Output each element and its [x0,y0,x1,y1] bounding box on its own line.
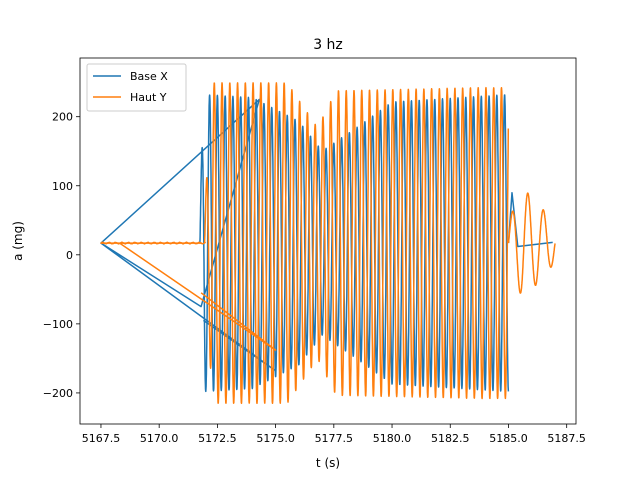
chart-title: 3 hz [313,37,343,53]
series-2 [100,82,556,405]
y-tick-label: −200 [43,387,73,400]
y-axis: −200 −100 0 100 200 [43,111,80,400]
legend-label: Base X [130,70,168,83]
x-tick-label: 5172.5 [198,432,237,445]
series-line [100,241,207,245]
x-tick-label: 5187.5 [547,432,586,445]
x-axis-label: t (s) [316,456,340,470]
series-line [507,192,556,294]
series-line [203,82,510,405]
legend-label: Haut Y [130,91,167,104]
y-axis-label: a (mg) [11,221,25,261]
x-tick-label: 5180.0 [373,432,412,445]
series-layer [100,82,556,405]
x-tick-label: 5185.0 [489,432,528,445]
x-tick-label: 5182.5 [431,432,470,445]
series-line [199,94,510,393]
plot-frame [79,57,577,425]
x-tick-label: 5177.5 [315,432,354,445]
y-tick-label: 0 [66,249,73,262]
x-tick-label: 5175.0 [256,432,295,445]
x-axis: 5167.5 5170.0 5172.5 5175.0 5177.5 5180.0 5182… [82,424,586,445]
y-tick-label: −100 [43,318,73,331]
y-tick-label: 200 [52,111,73,124]
legend: Base X Haut Y [86,63,187,112]
y-tick-label: 100 [52,180,73,193]
x-tick-label: 5167.5 [82,432,121,445]
x-tick-label: 5170.0 [140,432,179,445]
